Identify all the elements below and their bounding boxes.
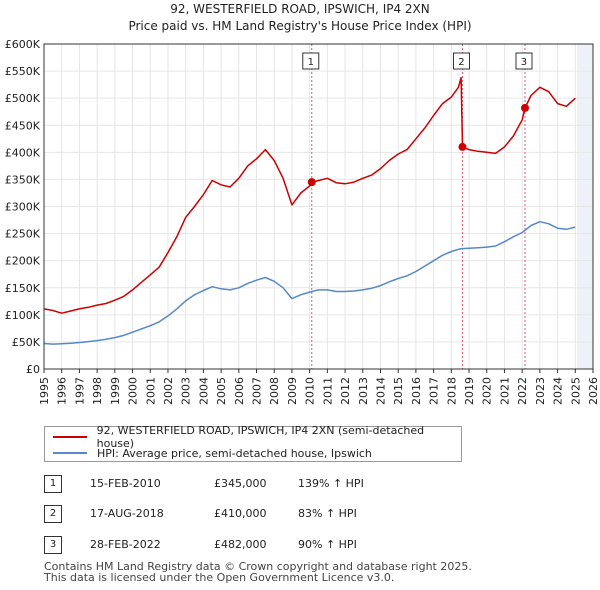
- x-tick-label: 2013: [357, 377, 370, 405]
- x-tick-label: 2025: [569, 377, 582, 405]
- x-tick-label: 2004: [197, 377, 210, 405]
- x-tick-label: 1995: [38, 377, 51, 405]
- x-tick-label: 2001: [144, 377, 157, 405]
- x-tick-label: 2010: [304, 377, 317, 405]
- sale-number-3: 3: [44, 536, 62, 554]
- footer: Contains HM Land Registry data © Crown c…: [44, 561, 472, 583]
- x-tick-label: 2005: [215, 377, 228, 405]
- x-tick-label: 1999: [109, 377, 122, 405]
- x-tick-label: 1998: [91, 377, 104, 405]
- sale-point-2: [458, 142, 467, 151]
- sale-date-3: 28-FEB-2022: [90, 538, 161, 551]
- y-tick-label: £200K: [5, 255, 41, 268]
- sale-number-1: 1: [44, 475, 62, 493]
- x-tick-label: 2000: [127, 377, 140, 405]
- plot-frame: [43, 43, 594, 370]
- legend-swatch-hpi: [53, 452, 87, 454]
- sale-price-2: £410,000: [214, 507, 267, 520]
- x-tick-label: 2017: [428, 377, 441, 405]
- footer-copyright: Contains HM Land Registry data © Crown c…: [44, 560, 472, 573]
- chart-title: 92, WESTERFIELD ROAD, IPSWICH, IP4 2XN: [170, 2, 430, 16]
- x-tick-label: 1997: [73, 377, 86, 405]
- property-price-line: [43, 76, 576, 314]
- sale-row-3: 3 28-FEB-2022 £482,000 90% ↑ HPI: [44, 535, 444, 555]
- x-tick-label: 2003: [180, 377, 193, 405]
- legend-swatch-property: [53, 436, 87, 438]
- hpi-line: [43, 220, 576, 345]
- footer-licence: This data is licensed under the Open Gov…: [44, 571, 395, 584]
- y-tick-label: £300K: [5, 201, 41, 214]
- sale-point-1: [307, 178, 316, 187]
- x-tick-label: 2016: [410, 377, 423, 405]
- plot-area: 1995 1996 1997 1998 1999 2000 2001 2002 2003 2004…: [5, 38, 600, 405]
- legend-label-hpi: HPI: Average price, semi-detached house,…: [97, 446, 372, 460]
- x-tick-label: 2014: [374, 377, 387, 405]
- x-tick-label: 2026: [587, 377, 600, 405]
- y-tick-label: £350K: [5, 173, 41, 186]
- sale-label-1: 1: [308, 57, 314, 68]
- x-tick-label: 2015: [392, 377, 405, 405]
- sale-row-1: 1 15-FEB-2010 £345,000 139% ↑ HPI: [44, 474, 444, 494]
- y-tick-label: £400K: [5, 146, 41, 159]
- x-tick-label: 1996: [56, 377, 69, 405]
- y-tick-label: £600K: [5, 38, 41, 51]
- x-tick-label: 2006: [233, 377, 246, 405]
- sale-label-3: 3: [521, 57, 527, 68]
- x-tick-label: 2019: [463, 377, 476, 405]
- x-tick-label: 2020: [481, 377, 494, 405]
- x-tick-label: 2012: [339, 377, 352, 405]
- y-tick-label: £50K: [12, 336, 41, 349]
- x-tick-label: 2024: [552, 377, 565, 405]
- price-chart: 92, WESTERFIELD ROAD, IPSWICH, IP4 2XN P…: [5, 2, 600, 405]
- sale-price-3: £482,000: [214, 538, 267, 551]
- x-tick-label: 2023: [534, 377, 547, 405]
- sale-date-1: 15-FEB-2010: [90, 477, 161, 490]
- y-tick-label: £0: [26, 363, 40, 376]
- legend: 92, WESTERFIELD ROAD, IPSWICH, IP4 2XN (…: [44, 424, 462, 462]
- legend-label-property: 92, WESTERFIELD ROAD, IPSWICH, IP4 2XN (…: [96, 424, 425, 450]
- y-tick-label: £250K: [5, 228, 41, 241]
- sale-number-2: 2: [44, 505, 62, 523]
- x-tick-label: 2018: [445, 377, 458, 405]
- y-tick-label: £450K: [5, 119, 41, 132]
- sale-label-box-3: [515, 52, 533, 70]
- x-tick-label: 2002: [162, 377, 175, 405]
- x-tick-label: 2009: [286, 377, 299, 405]
- sale-label-box-2: [452, 52, 470, 70]
- x-tick-label: 2022: [516, 377, 529, 405]
- y-tick-label: £100K: [5, 309, 41, 322]
- y-tick-label: £150K: [5, 282, 41, 295]
- sale-hpi-1: 139% ↑ HPI: [298, 477, 364, 490]
- legend-item-hpi: HPI: Average price, semi-detached house,…: [53, 445, 372, 461]
- sale-label-box-1: [302, 52, 320, 70]
- x-tick-label: 2011: [321, 377, 334, 405]
- x-tick-label: 2021: [498, 377, 511, 405]
- sale-hpi-2: 83% ↑ HPI: [298, 507, 357, 520]
- x-tick-label: 2008: [268, 377, 281, 405]
- y-tick-label: £550K: [5, 65, 41, 78]
- chart-subtitle: Price paid vs. HM Land Registry's House …: [128, 19, 471, 33]
- sale-price-1: £345,000: [214, 477, 267, 490]
- sale-date-2: 17-AUG-2018: [90, 507, 164, 520]
- legend-item-property: 92, WESTERFIELD ROAD, IPSWICH, IP4 2XN (…: [53, 424, 461, 450]
- sale-point-3: [520, 103, 529, 112]
- y-tick-label: £500K: [5, 92, 41, 105]
- x-tick-label: 2007: [251, 377, 264, 405]
- sale-hpi-3: 90% ↑ HPI: [298, 538, 357, 551]
- sale-label-2: 2: [458, 57, 464, 68]
- sale-row-2: 2 17-AUG-2018 £410,000 83% ↑ HPI: [44, 504, 444, 524]
